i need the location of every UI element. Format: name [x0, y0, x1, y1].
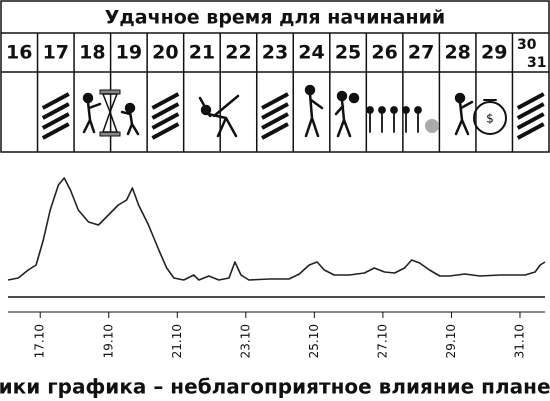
hatch — [41, 102, 70, 120]
line-series — [7, 177, 546, 281]
day-number: 22 — [225, 42, 251, 64]
day-number: 19 — [116, 42, 142, 64]
day-number: 28 — [444, 42, 470, 64]
x-tick-label: 21.10 — [170, 324, 184, 358]
day-number: 20 — [152, 42, 178, 64]
hatch — [261, 102, 289, 120]
calendar-cells: 16 17 18 19 20 21 22 23 24 25 26 27 28 29 30 31 — [6, 33, 546, 152]
svg-text:$: $ — [486, 112, 494, 126]
plot: 17.10 19.10 21.10 23.10 25.10 27.10 29.10 31.10 — [7, 177, 546, 358]
calendar-frame — [0, 0, 550, 153]
hatch — [41, 92, 70, 110]
day-number: 24 — [298, 42, 324, 64]
day-number: 26 — [371, 42, 397, 64]
hatch — [516, 122, 545, 140]
hatch — [151, 102, 180, 120]
hatch — [516, 92, 545, 110]
day-number: 27 — [408, 42, 434, 64]
hatch — [516, 102, 545, 120]
x-tick-label: 19.10 — [101, 324, 115, 358]
x-tick-label: 31.10 — [512, 324, 526, 358]
icons: $ — [82, 84, 507, 138]
hatch — [261, 122, 289, 140]
x-tick-label: 27.10 — [375, 324, 389, 358]
calendar-title: Удачное время для начинаний — [105, 7, 445, 29]
x-tick-label: 29.10 — [444, 324, 458, 358]
caption: Пики графика – неблагоприятное влияние п… — [0, 375, 550, 399]
day-number: 25 — [335, 42, 361, 64]
hatch — [41, 112, 70, 130]
hatch — [151, 92, 180, 110]
hatch — [261, 112, 289, 130]
hatch — [516, 112, 545, 130]
x-tick-label: 17.10 — [33, 324, 47, 358]
hatch — [151, 122, 180, 140]
hatch — [151, 112, 180, 130]
hatch — [41, 122, 70, 140]
x-tick-label: 25.10 — [307, 324, 321, 358]
day-number: 17 — [43, 42, 69, 64]
x-tick-label: 23.10 — [238, 324, 252, 358]
day-number: 18 — [79, 42, 105, 64]
day-number: 21 — [189, 42, 215, 64]
day-number: 29 — [481, 42, 507, 64]
day-number: 23 — [262, 42, 288, 64]
day-number: 31 — [527, 55, 546, 71]
day-number: 16 — [6, 42, 32, 64]
day-number: 30 — [517, 37, 537, 53]
hatch — [261, 92, 289, 110]
